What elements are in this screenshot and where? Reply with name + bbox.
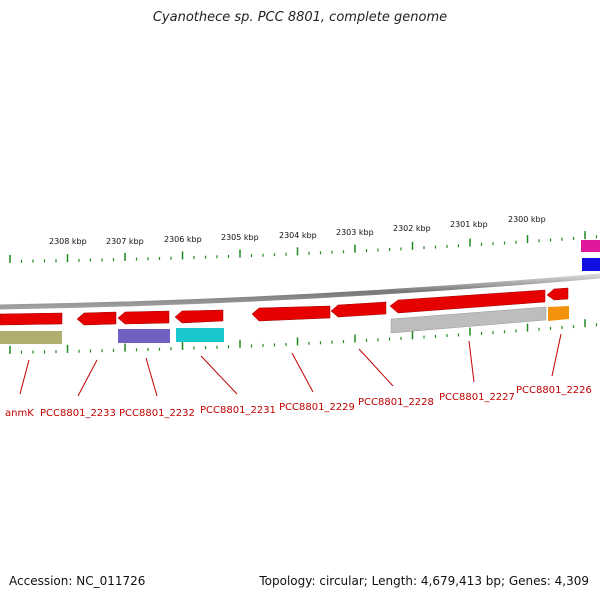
label-leader-lines — [19, 333, 562, 397]
scale-label-2301: 2301 kbp — [450, 220, 488, 229]
scale-ticks-bottom — [9, 319, 598, 354]
gene-feature[interactable] — [0, 312, 63, 326]
other-features — [0, 306, 569, 344]
gene-label[interactable]: PCC8801_2226 — [516, 385, 592, 396]
gene-label[interactable]: anmK — [5, 408, 34, 419]
gene-feature[interactable] — [581, 240, 600, 252]
gene-label[interactable]: PCC8801_2231 — [200, 405, 276, 416]
forward-features — [0, 240, 600, 326]
scale-label-2304: 2304 kbp — [279, 231, 317, 240]
map-title: Cyanothece sp. PCC 8801, complete genome — [152, 10, 448, 25]
scale-ticks-top — [9, 231, 598, 263]
gene-feature[interactable] — [582, 258, 600, 271]
gene-feature[interactable] — [117, 310, 170, 325]
scale-label-2303: 2303 kbp — [336, 228, 374, 237]
gene-feature[interactable] — [546, 287, 569, 301]
gene-feature[interactable] — [330, 301, 387, 318]
scale-labels: 2308 kbp 2307 kbp 2306 kbp 2305 kbp 2304… — [49, 215, 546, 246]
gene-label[interactable]: PCC8801_2232 — [119, 408, 195, 419]
gene-label[interactable]: PCC8801_2227 — [439, 392, 515, 403]
gene-feature[interactable] — [251, 305, 331, 322]
gene-feature[interactable] — [389, 289, 546, 314]
gene-feature[interactable] — [548, 306, 569, 321]
scale-label-2305: 2305 kbp — [221, 233, 259, 242]
accession-text: Accession: NC_011726 — [9, 574, 146, 588]
gene-feature[interactable] — [118, 329, 170, 343]
scale-label-2302: 2302 kbp — [393, 224, 431, 233]
scale-label-2306: 2306 kbp — [164, 235, 202, 244]
gene-feature[interactable] — [390, 306, 547, 334]
gene-feature[interactable] — [0, 331, 62, 344]
genome-backbone — [0, 273, 600, 310]
scale-label-2308: 2308 kbp — [49, 237, 87, 246]
gene-label[interactable]: PCC8801_2229 — [279, 402, 355, 413]
gene-label[interactable]: PCC8801_2228 — [358, 397, 434, 408]
summary-text: Topology: circular; Length: 4,679,413 bp… — [259, 574, 589, 588]
gene-feature[interactable] — [76, 311, 117, 326]
scale-label-2307: 2307 kbp — [106, 237, 144, 246]
scale-label-2300: 2300 kbp — [508, 215, 546, 224]
gene-label[interactable]: PCC8801_2233 — [40, 408, 116, 419]
gene-feature[interactable] — [174, 309, 224, 324]
gene-labels: anmK PCC8801_2233 PCC8801_2232 PCC8801_2… — [5, 385, 592, 419]
gene-feature[interactable] — [176, 328, 224, 342]
